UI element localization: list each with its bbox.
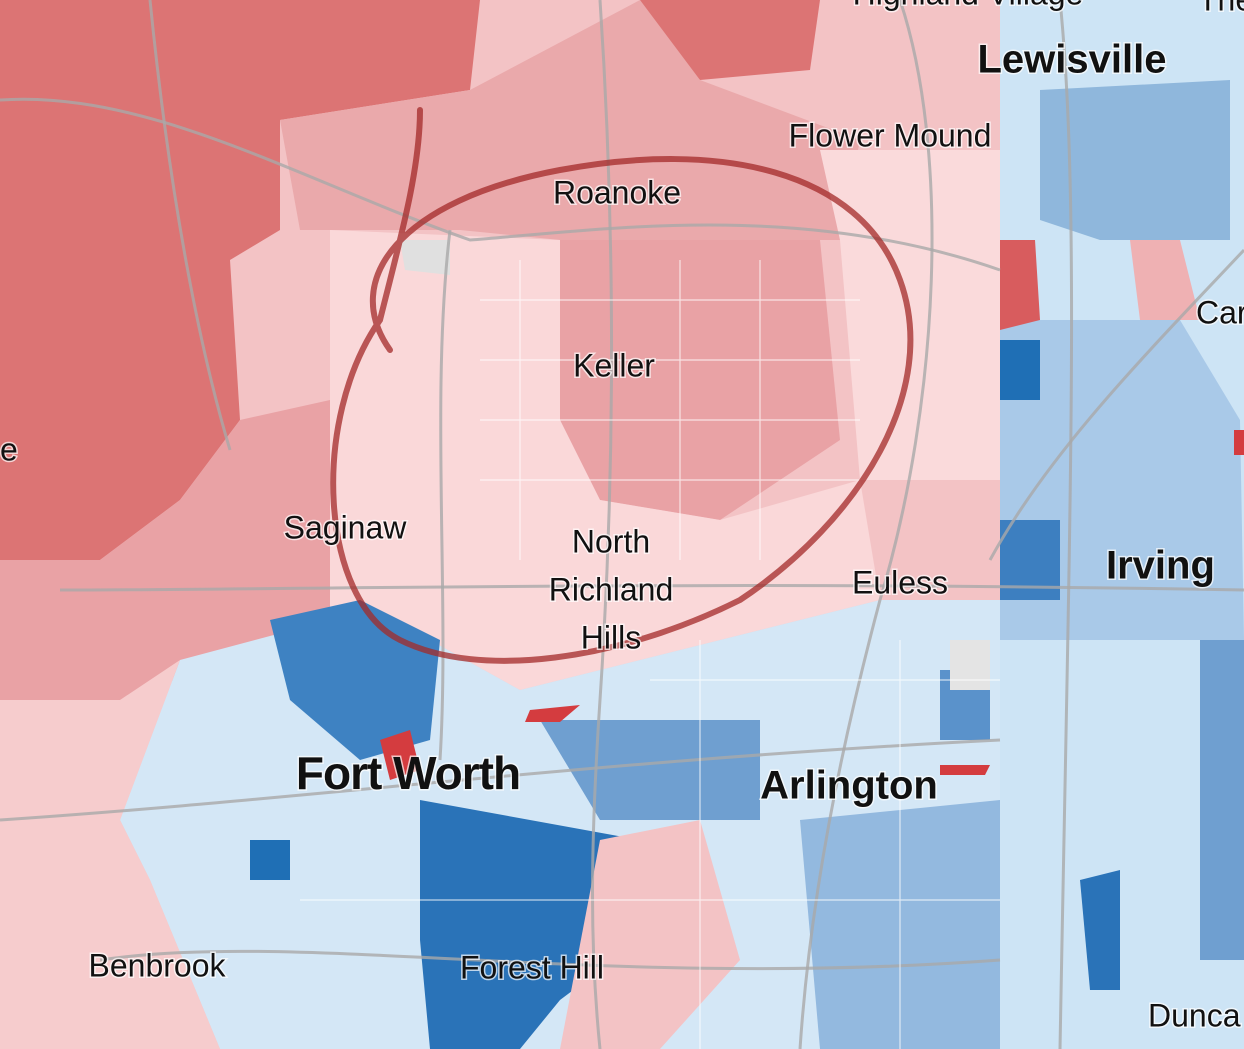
- place-label: Forest Hill: [460, 949, 604, 985]
- place-label: Car: [1196, 294, 1244, 330]
- city-label: Arlington: [760, 764, 938, 808]
- city-label: Lewisville: [978, 38, 1167, 82]
- place-label: North: [572, 523, 650, 559]
- city-label: Fort Worth: [296, 747, 520, 799]
- place-label: Highland Village: [853, 0, 1084, 11]
- place-label: e: [0, 431, 18, 467]
- place-label: Roanoke: [553, 174, 681, 210]
- place-label: Hills: [581, 619, 641, 655]
- place-label: Flower Mound: [789, 117, 992, 153]
- place-label: Dunca: [1148, 997, 1241, 1033]
- place-label: Saginaw: [284, 509, 408, 545]
- place-label: Benbrook: [89, 947, 227, 983]
- place-label: Euless: [852, 564, 948, 600]
- place-label: Keller: [573, 347, 655, 383]
- place-label: Richland: [549, 571, 674, 607]
- city-label: Irving: [1106, 544, 1215, 588]
- hand-drawn-circle: [330, 107, 914, 664]
- place-label: The: [1198, 0, 1244, 17]
